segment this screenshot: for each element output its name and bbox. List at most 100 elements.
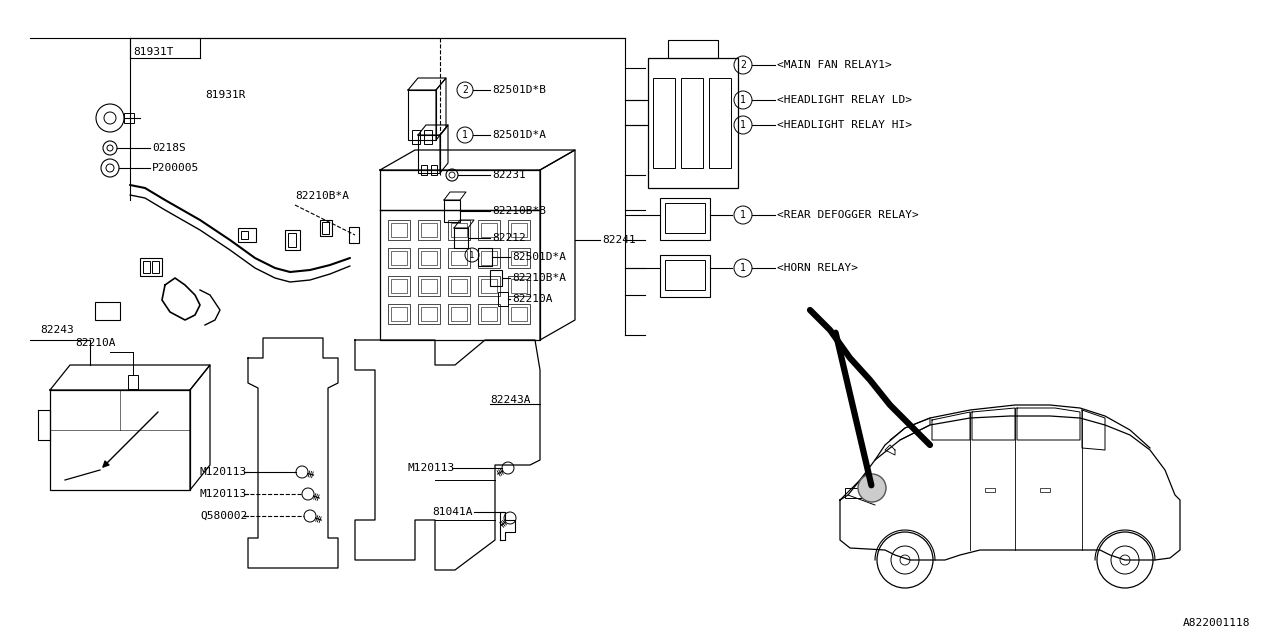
Bar xyxy=(412,130,420,144)
Bar xyxy=(388,220,410,240)
Bar xyxy=(709,78,731,168)
Bar xyxy=(241,231,248,239)
Bar xyxy=(419,276,440,296)
Bar xyxy=(95,302,120,320)
Bar xyxy=(666,203,705,233)
Bar xyxy=(128,375,138,389)
Text: 81931T: 81931T xyxy=(133,47,174,57)
Bar xyxy=(477,220,500,240)
Bar xyxy=(481,223,497,237)
Bar xyxy=(431,165,436,175)
Bar xyxy=(481,279,497,293)
Bar xyxy=(508,220,530,240)
Bar xyxy=(421,279,436,293)
Text: 82210B*B: 82210B*B xyxy=(492,206,547,216)
Bar xyxy=(681,78,703,168)
Bar xyxy=(498,292,508,306)
Circle shape xyxy=(858,474,886,502)
Text: 1: 1 xyxy=(740,210,746,220)
Bar xyxy=(668,40,718,58)
Text: <HEADLIGHT RELAY HI>: <HEADLIGHT RELAY HI> xyxy=(777,120,911,130)
Text: P200005: P200005 xyxy=(152,163,200,173)
Bar xyxy=(481,307,497,321)
Bar xyxy=(390,279,407,293)
Bar xyxy=(323,222,329,234)
Bar xyxy=(451,307,467,321)
Bar xyxy=(451,223,467,237)
Text: <MAIN FAN RELAY1>: <MAIN FAN RELAY1> xyxy=(777,60,892,70)
Text: 82243: 82243 xyxy=(40,325,74,335)
Bar xyxy=(1039,488,1050,492)
Bar xyxy=(448,276,470,296)
Bar xyxy=(124,113,134,123)
Bar xyxy=(448,248,470,268)
Bar xyxy=(666,260,705,290)
Bar xyxy=(454,228,468,248)
Bar xyxy=(152,261,159,273)
Bar xyxy=(388,248,410,268)
Text: Q580002: Q580002 xyxy=(200,511,247,521)
Bar xyxy=(477,304,500,324)
Bar xyxy=(419,248,440,268)
Bar xyxy=(451,251,467,265)
Text: 82231: 82231 xyxy=(492,170,526,180)
Bar xyxy=(477,276,500,296)
Text: <HEADLIGHT RELAY LD>: <HEADLIGHT RELAY LD> xyxy=(777,95,911,105)
Bar xyxy=(511,279,527,293)
Text: 1: 1 xyxy=(740,120,746,130)
Bar xyxy=(390,223,407,237)
Bar xyxy=(419,304,440,324)
Bar xyxy=(845,488,863,498)
Bar xyxy=(508,248,530,268)
Bar xyxy=(349,227,358,243)
Bar xyxy=(421,223,436,237)
Text: 82210B*A: 82210B*A xyxy=(512,273,566,283)
Bar xyxy=(508,304,530,324)
Bar xyxy=(511,223,527,237)
Text: 2: 2 xyxy=(740,60,746,70)
Text: 81041A: 81041A xyxy=(433,507,472,517)
Bar xyxy=(285,230,300,250)
Text: <REAR DEFOGGER RELAY>: <REAR DEFOGGER RELAY> xyxy=(777,210,919,220)
Bar xyxy=(140,258,163,276)
Bar xyxy=(320,220,332,236)
Bar xyxy=(419,220,440,240)
Text: M120113: M120113 xyxy=(200,467,247,477)
Bar xyxy=(388,304,410,324)
Bar xyxy=(653,78,675,168)
Bar xyxy=(390,251,407,265)
Bar xyxy=(238,228,256,242)
Bar xyxy=(390,307,407,321)
Bar xyxy=(660,198,710,240)
Text: <HORN RELAY>: <HORN RELAY> xyxy=(777,263,858,273)
Text: 82212: 82212 xyxy=(492,233,526,243)
Bar xyxy=(648,58,739,188)
Text: A822001118: A822001118 xyxy=(1183,618,1251,628)
Text: 1: 1 xyxy=(740,263,746,273)
Bar xyxy=(419,135,440,173)
Bar xyxy=(448,220,470,240)
Text: 82501D*B: 82501D*B xyxy=(492,85,547,95)
Text: 2: 2 xyxy=(462,85,468,95)
Bar xyxy=(444,200,460,222)
Bar xyxy=(511,307,527,321)
Bar xyxy=(421,251,436,265)
Bar xyxy=(451,279,467,293)
Bar xyxy=(388,276,410,296)
Bar xyxy=(421,307,436,321)
Bar xyxy=(660,255,710,297)
Text: 82243A: 82243A xyxy=(490,395,530,405)
Text: 82241: 82241 xyxy=(602,235,636,245)
Bar xyxy=(50,390,189,490)
Bar xyxy=(477,248,500,268)
Text: M120113: M120113 xyxy=(200,489,247,499)
Bar xyxy=(421,165,428,175)
Bar xyxy=(143,261,150,273)
Bar xyxy=(490,270,502,286)
Bar xyxy=(424,130,433,144)
Bar xyxy=(408,90,436,140)
Text: 1: 1 xyxy=(462,130,468,140)
Text: 82210A: 82210A xyxy=(76,338,115,348)
Text: 82501D*A: 82501D*A xyxy=(512,252,566,262)
Text: 0218S: 0218S xyxy=(152,143,186,153)
